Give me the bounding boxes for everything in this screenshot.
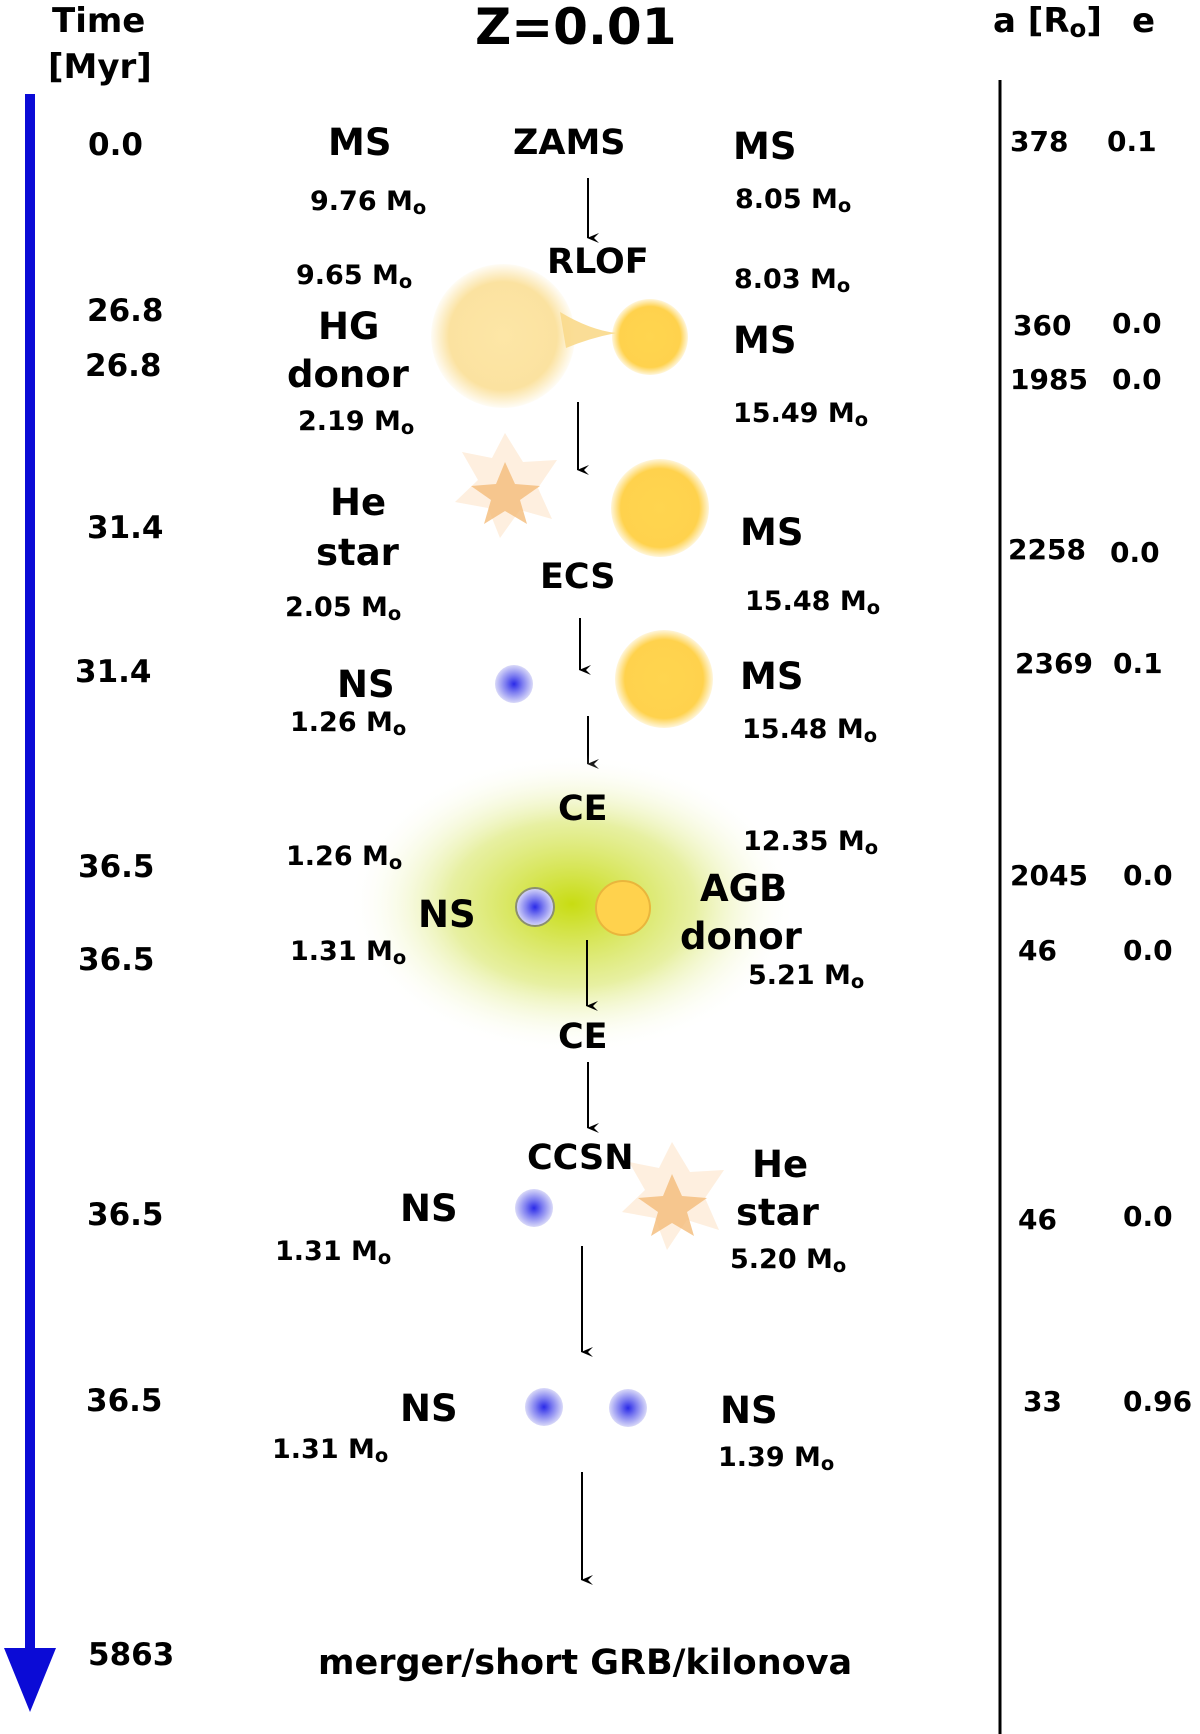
stage-time: 26.8 <box>87 293 164 329</box>
right-star-mass: 12.35 Mo <box>743 826 879 860</box>
right-star-mass: 5.21 Mo <box>748 960 865 994</box>
right-star-type: MS <box>733 319 797 362</box>
diagram-title: Z=0.01 <box>475 0 677 56</box>
event-label: CE <box>558 1017 608 1057</box>
separation-column-header: a [Ro] <box>993 1 1102 44</box>
time-axis-arrowhead <box>4 1648 56 1712</box>
eccentricity-value: 0.96 <box>1123 1385 1193 1418</box>
event-label: CE <box>558 789 608 829</box>
stage-time: 5863 <box>88 1637 175 1673</box>
right-star-type: AGB <box>700 867 788 910</box>
stage-time: 36.5 <box>78 942 155 978</box>
eccentricity-column-header: e <box>1132 1 1156 41</box>
left-star-mass: 1.31 Mo <box>275 1236 392 1270</box>
stage-time: 0.0 <box>88 127 143 163</box>
right-star-mass: 1.39 Mo <box>718 1442 835 1476</box>
left-star-type: He <box>330 481 387 524</box>
separation-value: 360 <box>1013 309 1072 342</box>
stage-time: 31.4 <box>87 510 164 546</box>
separation-value: 2258 <box>1008 533 1086 566</box>
mass-transfer-stream <box>560 312 616 348</box>
separation-value: 1985 <box>1010 363 1088 396</box>
separation-value: 2369 <box>1015 647 1093 680</box>
neutron-star-icon <box>515 1189 553 1227</box>
event-label: CCSN <box>527 1138 634 1178</box>
ms-accretor-star-icon <box>612 299 688 375</box>
left-star-mass: 2.05 Mo <box>285 592 402 626</box>
eccentricity-value: 0.0 <box>1123 934 1173 967</box>
he-star-icon <box>622 1142 724 1250</box>
right-star-mass: 5.20 Mo <box>730 1244 847 1278</box>
right-star-mass: 15.48 Mo <box>745 586 881 620</box>
right-star-type: star <box>736 1191 819 1234</box>
left-star-type: NS <box>400 1187 458 1230</box>
left-star-mass: 1.31 Mo <box>272 1434 389 1468</box>
right-star-mass: 8.03 Mo <box>734 264 851 298</box>
neutron-star-icon <box>495 665 533 703</box>
eccentricity-value: 0.0 <box>1123 859 1173 892</box>
left-star-type: MS <box>328 121 392 164</box>
eccentricity-value: 0.0 <box>1112 307 1162 340</box>
eccentricity-value: 0.0 <box>1110 536 1160 569</box>
right-star-type: donor <box>680 915 802 958</box>
common-envelope-icon <box>348 754 796 1054</box>
separation-value: 2045 <box>1010 859 1088 892</box>
eccentricity-value: 0.1 <box>1107 125 1157 158</box>
stage-time: 26.8 <box>85 348 162 384</box>
separation-value: 378 <box>1010 125 1069 158</box>
left-star-type: NS <box>337 663 395 706</box>
left-star-type: NS <box>418 893 476 936</box>
left-star-type: NS <box>400 1387 458 1430</box>
ms-companion-star-icon <box>615 630 713 728</box>
time-column-header: Time <box>52 1 146 41</box>
event-label: ECS <box>540 557 616 597</box>
separation-value: 46 <box>1018 934 1057 967</box>
neutron-star-icon <box>609 1389 647 1427</box>
event-label: ZAMS <box>513 123 626 163</box>
left-star-type: star <box>316 531 399 574</box>
left-star-mass: 1.26 Mo <box>286 841 403 875</box>
stage-time: 36.5 <box>78 849 155 885</box>
right-star-type: He <box>752 1143 809 1186</box>
stage-time: 31.4 <box>75 654 152 690</box>
neutron-star-icon <box>515 887 555 927</box>
eccentricity-value: 0.0 <box>1123 1200 1173 1233</box>
hg-donor-star-icon <box>431 264 575 408</box>
ms-companion-star-icon <box>611 459 709 557</box>
left-star-mass: 9.76 Mo <box>310 186 427 220</box>
stage-time: 36.5 <box>86 1383 163 1419</box>
time-unit-header: [Myr] <box>48 47 152 87</box>
right-star-type: NS <box>720 1389 778 1432</box>
eccentricity-value: 0.1 <box>1113 647 1163 680</box>
neutron-star-icon <box>525 1388 563 1426</box>
final-outcome-label: merger/short GRB/kilonova <box>318 1643 853 1683</box>
separation-value: 33 <box>1023 1385 1062 1418</box>
left-star-mass: 9.65 Mo <box>296 260 413 294</box>
right-star-type: MS <box>740 511 804 554</box>
stage-time: 36.5 <box>87 1197 164 1233</box>
right-star-type: MS <box>733 125 797 168</box>
left-star-type: HG <box>318 305 380 348</box>
event-label: RLOF <box>547 242 649 282</box>
right-star-mass: 15.48 Mo <box>742 714 878 748</box>
left-star-mass: 2.19 Mo <box>298 406 415 440</box>
he-star-icon <box>455 433 557 538</box>
left-star-type: donor <box>287 353 409 396</box>
separation-value: 46 <box>1018 1203 1057 1236</box>
right-star-mass: 8.05 Mo <box>735 184 852 218</box>
left-star-mass: 1.26 Mo <box>290 707 407 741</box>
left-star-mass: 1.31 Mo <box>290 936 407 970</box>
right-star-type: MS <box>740 655 804 698</box>
right-star-mass: 15.49 Mo <box>733 398 869 432</box>
agb-donor-star-icon <box>595 880 651 936</box>
eccentricity-value: 0.0 <box>1112 363 1162 396</box>
